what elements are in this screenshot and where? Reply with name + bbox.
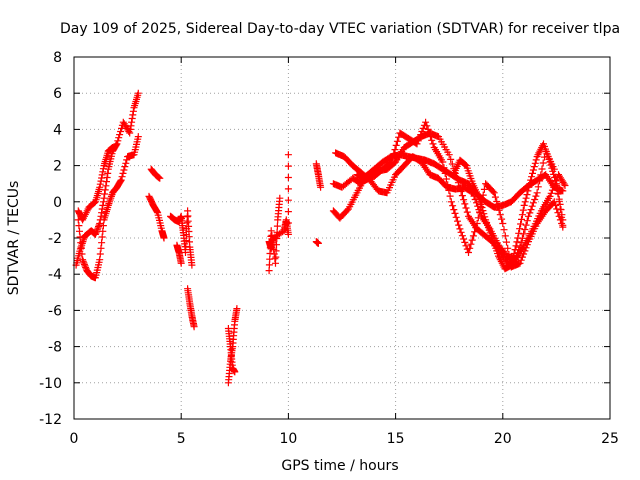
data-points — [72, 89, 569, 387]
series-arc-12 — [265, 151, 292, 253]
series-arc-19 — [450, 140, 567, 273]
tick-labels: 0 5 10 15 20 25 -12 -10 -8 -6 -4 -2 0 2 4 6 8 — [39, 50, 619, 447]
x-tick-label: 5 — [177, 431, 186, 447]
x-tick-label: 0 — [70, 431, 79, 447]
y-tick-label: -12 — [39, 412, 62, 428]
series-arc-1 — [72, 89, 142, 269]
series-markers — [224, 325, 239, 376]
series-markers — [167, 207, 196, 269]
y-tick-label: -6 — [48, 303, 62, 319]
x-axis-label: GPS time / hours — [281, 458, 398, 474]
series-arc-6 — [167, 207, 196, 269]
chart-title: Day 109 of 2025, Sidereal Day-to-day VTE… — [60, 21, 620, 37]
x-tick-label: 20 — [494, 431, 512, 447]
series-markers — [184, 285, 198, 331]
plot-border — [73, 56, 611, 420]
series-markers — [147, 165, 164, 182]
x-tick-label: 25 — [601, 431, 619, 447]
series-arc-5 — [145, 192, 168, 242]
series-markers — [450, 140, 567, 273]
y-tick-label: -10 — [39, 376, 62, 392]
y-tick-label: -4 — [48, 267, 62, 283]
series-markers — [312, 160, 325, 191]
y-tick-label: 6 — [53, 86, 62, 102]
y-axis-label: SDTVAR / TECUs — [6, 181, 22, 296]
series-markers — [312, 238, 322, 247]
series-arc-10 — [224, 325, 239, 376]
grid-lines — [74, 57, 610, 419]
series-markers — [74, 133, 142, 282]
series-arc-2 — [74, 133, 142, 282]
series-markers — [173, 241, 185, 267]
series-arc-3 — [74, 144, 117, 224]
series-arc-15 — [329, 151, 567, 222]
y-tick-label: 8 — [53, 50, 62, 66]
series-markers — [145, 192, 168, 242]
y-tick-label: 4 — [53, 122, 62, 138]
series-markers — [72, 89, 142, 269]
series-arc-7 — [173, 241, 185, 267]
y-tick-label: -8 — [48, 340, 62, 356]
series-markers — [74, 144, 117, 224]
y-tick-label: 0 — [53, 195, 62, 211]
series-arc-4 — [147, 165, 164, 182]
series-arc-14 — [312, 160, 325, 191]
series-markers — [329, 151, 567, 222]
series-arc-18 — [353, 118, 567, 271]
series-arc-13 — [312, 238, 322, 247]
y-tick-label: 2 — [53, 159, 62, 175]
y-tick-label: -2 — [48, 231, 62, 247]
x-tick-label: 15 — [387, 431, 405, 447]
x-tick-label: 10 — [279, 431, 297, 447]
series-markers — [353, 118, 567, 271]
series-markers — [265, 151, 292, 253]
series-arc-8 — [184, 285, 198, 331]
